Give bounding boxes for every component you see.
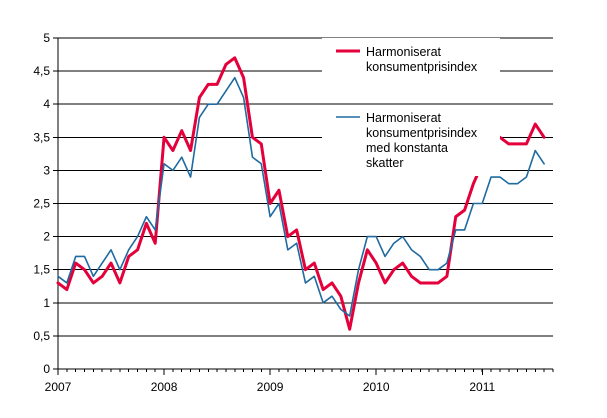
y-tick-label: 5 [43, 31, 50, 45]
x-tick-label: 2009 [257, 380, 284, 394]
axes: 0 0,5 1 1,5 2 2,5 3 3,5 4 4,5 5 2007 2008 2009 2010 201… [33, 31, 554, 394]
y-tick-label: 0,5 [33, 329, 50, 343]
y-tick-label: 3 [43, 163, 50, 177]
legend-label-2: med konstanta [366, 141, 448, 155]
series-line-1 [56, 56, 546, 331]
series-line-2 [57, 76, 545, 317]
x-tick-label: 2008 [151, 380, 178, 394]
y-tick-label: 2 [43, 230, 50, 244]
y-tick-label: 1,5 [33, 263, 50, 277]
x-tick-label: 2007 [45, 380, 72, 394]
x-tick-label: 2011 [469, 380, 495, 394]
y-tick-label: 4,5 [33, 64, 50, 78]
y-tick-label: 0 [43, 362, 50, 376]
legend-label-1: Harmoniserat [366, 45, 442, 59]
y-tick-label: 4 [43, 97, 50, 111]
legend-label-2: skatter [366, 156, 404, 170]
legend-label-2: konsumentprisindex [366, 126, 478, 140]
y-tick-label: 3,5 [33, 130, 50, 144]
y-tick-label: 2,5 [33, 197, 50, 211]
legend-background [322, 38, 500, 82]
y-tick-label: 1 [43, 296, 50, 310]
grid-lines [58, 37, 553, 337]
x-tick-label: 2010 [363, 380, 390, 394]
legend-label-1: konsumentprisindex [366, 60, 478, 74]
legend-label-2: Harmoniserat [366, 111, 442, 125]
legend: HarmoniseratkonsumentprisindexHarmoniser… [322, 38, 500, 176]
series-lines [56, 56, 546, 331]
